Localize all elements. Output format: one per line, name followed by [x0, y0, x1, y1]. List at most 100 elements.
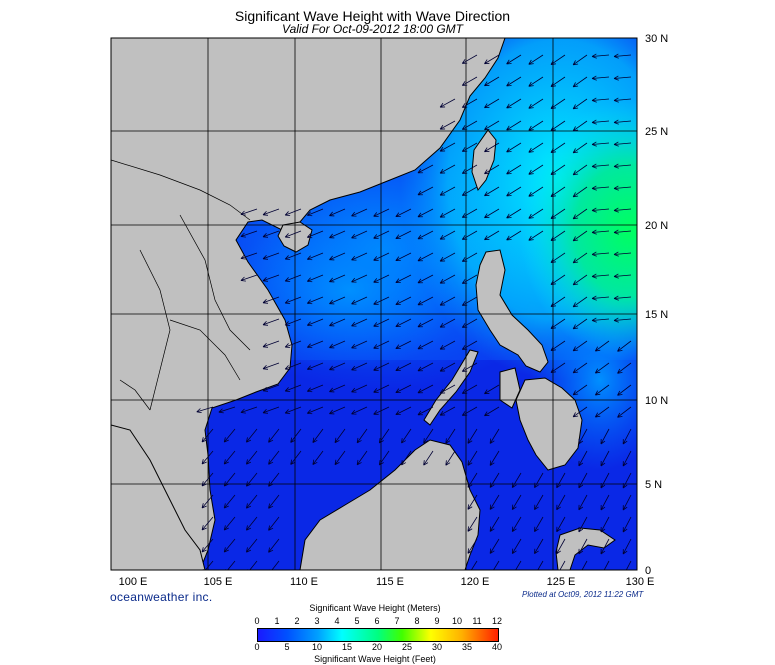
wave-arrow — [484, 186, 500, 197]
wave-arrow — [306, 362, 324, 371]
legend-meters-title: Significant Wave Height (Meters) — [309, 603, 441, 613]
wave-arrow — [484, 54, 500, 65]
wave-arrow — [572, 76, 588, 88]
wave-arrow — [534, 538, 544, 555]
wave-arrow — [356, 450, 368, 466]
wave-arrow — [484, 76, 500, 87]
wave-arrow — [578, 428, 588, 445]
wave-arrow — [240, 274, 258, 282]
wave-arrow — [489, 538, 500, 554]
wave-arrow — [470, 560, 478, 570]
wave-arrow — [550, 76, 566, 87]
legend-tick: 0 — [254, 616, 260, 626]
wave-arrow — [489, 450, 500, 466]
wave-arrow — [600, 538, 610, 555]
wave-arrow — [578, 538, 588, 555]
legend-tick: 15 — [341, 642, 353, 652]
lon-label-120: 120 E — [461, 576, 490, 588]
lat-label-30: 30 N — [645, 33, 668, 45]
wave-arrow — [594, 406, 610, 418]
wave-arrow — [312, 428, 324, 443]
wave-arrow — [550, 142, 566, 153]
wave-arrow — [550, 274, 566, 285]
wave-arrow — [461, 142, 478, 152]
wave-arrow — [493, 560, 500, 570]
wave-arrow — [290, 428, 302, 443]
wave-arrow — [528, 142, 544, 153]
wave-arrow — [439, 340, 456, 350]
wave-arrow — [223, 428, 236, 443]
wave-arrow — [467, 472, 478, 488]
wave-arrow — [351, 274, 368, 283]
wave-arrow — [461, 164, 478, 174]
wave-arrow — [572, 230, 588, 242]
legend-tick: 2 — [294, 616, 300, 626]
wave-arrow — [613, 317, 632, 323]
wave-arrow — [356, 428, 368, 444]
wave-arrow — [401, 450, 412, 466]
wave-arrow — [591, 141, 610, 147]
wave-arrow — [467, 538, 478, 554]
wave-arrow — [556, 472, 566, 489]
wave-arrow — [556, 494, 566, 511]
wave-arrow — [550, 230, 566, 241]
wave-arrow — [461, 384, 478, 394]
wave-arrow — [240, 208, 258, 216]
wave-arrow — [268, 450, 280, 465]
lon-label-105: 105 E — [204, 576, 233, 588]
wave-arrow — [600, 494, 610, 511]
wave-arrow — [329, 252, 346, 261]
wave-arrow — [511, 516, 522, 532]
wave-arrow — [439, 362, 456, 372]
legend-tick: 10 — [311, 642, 323, 652]
wave-arrow — [506, 76, 522, 87]
wave-arrow — [395, 296, 412, 305]
legend-tick: 5 — [354, 616, 360, 626]
legend-colorbar — [257, 628, 499, 642]
wave-arrow — [201, 516, 214, 531]
wave-arrow — [591, 119, 610, 125]
wave-arrow — [373, 318, 390, 327]
wave-arrow — [600, 428, 610, 445]
wave-arrow — [528, 98, 544, 109]
wave-arrow — [461, 120, 478, 130]
wave-arrow — [268, 428, 280, 443]
wave-arrow — [534, 494, 544, 511]
wave-arrow — [622, 538, 632, 555]
wave-arrow — [373, 274, 390, 283]
wave-arrow — [262, 252, 280, 260]
wave-arrow — [290, 450, 302, 465]
wave-arrow — [506, 98, 522, 109]
wave-arrow — [506, 208, 522, 219]
wave-arrow — [613, 163, 632, 169]
wave-arrow — [467, 428, 478, 444]
wave-arrow — [262, 406, 280, 414]
wave-arrow — [306, 274, 324, 283]
wave-arrow — [417, 186, 434, 196]
wave-arrow — [240, 406, 258, 414]
wave-arrow — [622, 472, 632, 489]
wave-arrow — [351, 230, 368, 239]
wave-arrow — [351, 340, 368, 349]
map-subtitle: Valid For Oct-09-2012 18:00 GMT — [282, 22, 463, 36]
wave-arrow — [550, 120, 566, 131]
wave-arrow — [306, 384, 324, 393]
wave-arrow — [284, 318, 302, 326]
wave-arrow — [284, 296, 302, 304]
wave-arrow — [613, 141, 632, 147]
wave-arrow — [550, 186, 566, 197]
legend-tick: 1 — [274, 616, 280, 626]
map-title: Significant Wave Height with Wave Direct… — [234, 8, 511, 24]
legend-tick: 7 — [394, 616, 400, 626]
wave-arrow — [528, 164, 544, 175]
wave-arrow — [617, 340, 632, 352]
wave-arrow — [591, 229, 610, 235]
wave-arrow — [613, 207, 632, 213]
wave-arrow — [600, 450, 610, 467]
wave-arrow — [268, 494, 280, 509]
wave-arrow — [613, 53, 632, 59]
wave-arrow — [489, 516, 500, 532]
lon-label-110: 110 E — [290, 576, 318, 588]
legend-tick: 25 — [401, 642, 413, 652]
wave-arrow — [613, 75, 632, 81]
